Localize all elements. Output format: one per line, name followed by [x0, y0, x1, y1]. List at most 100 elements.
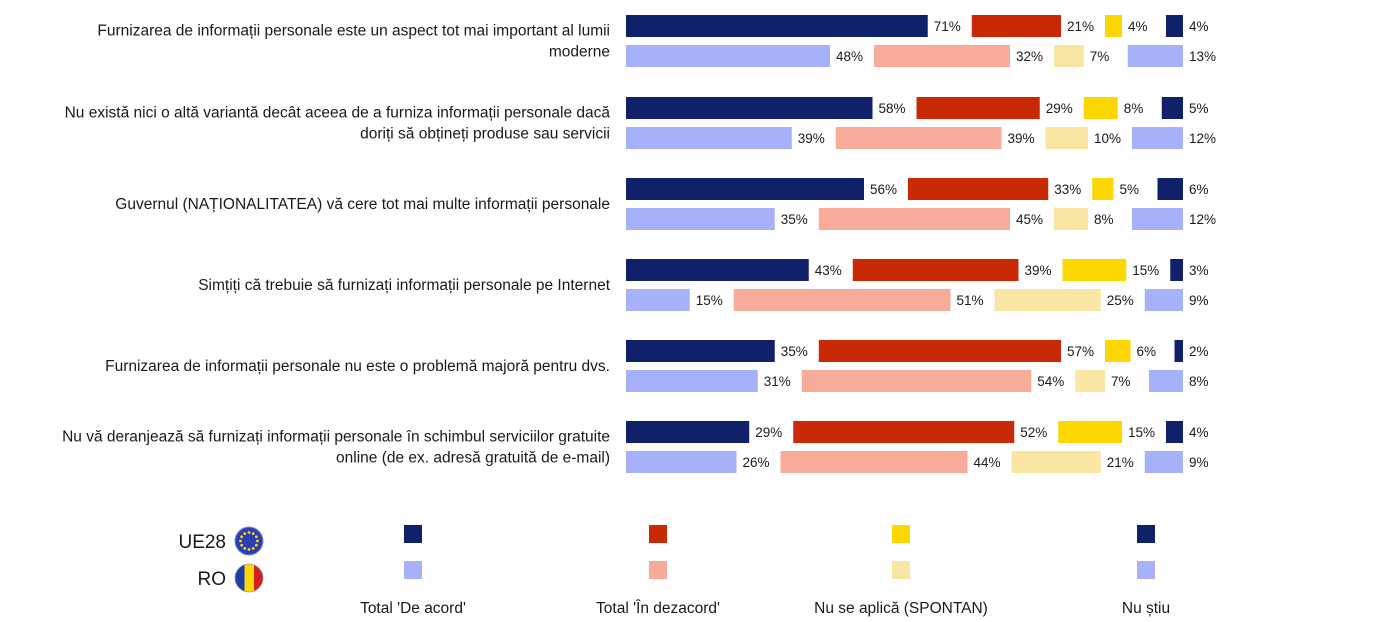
data-label: 29%	[755, 425, 782, 440]
bar-segment	[801, 370, 1032, 392]
bar-segment	[1011, 451, 1101, 473]
bar-segment	[916, 97, 1040, 119]
data-label: 6%	[1189, 182, 1209, 197]
data-label: 26%	[743, 455, 770, 470]
question-label: Simțiți că trebuie să furnizați informaț…	[198, 277, 611, 294]
data-label: 12%	[1189, 212, 1216, 227]
data-label: 54%	[1037, 374, 1064, 389]
data-label: 57%	[1067, 344, 1094, 359]
data-label: 8%	[1124, 101, 1144, 116]
data-label: 8%	[1189, 374, 1209, 389]
bar-segment	[1170, 259, 1183, 281]
bar-segment	[1132, 127, 1183, 149]
data-label: 25%	[1107, 293, 1134, 308]
legend-swatch-ue28	[892, 525, 910, 543]
bar-segment	[626, 259, 809, 281]
data-label: 15%	[696, 293, 723, 308]
data-label: 4%	[1189, 19, 1209, 34]
data-label: 39%	[1025, 263, 1052, 278]
data-label: 32%	[1016, 49, 1043, 64]
bar-segment	[1166, 15, 1183, 37]
bar-segment	[1132, 208, 1183, 230]
data-label: 12%	[1189, 131, 1216, 146]
bar-segment	[1149, 370, 1183, 392]
data-label: 43%	[815, 263, 842, 278]
legend-swatch-ue28	[1137, 525, 1155, 543]
bar-segment	[1144, 451, 1183, 473]
bar-segment	[733, 289, 951, 311]
data-label: 35%	[781, 344, 808, 359]
bar-segment	[1105, 15, 1122, 37]
data-label: 6%	[1137, 344, 1157, 359]
data-label: 7%	[1090, 49, 1110, 64]
bar-segment	[626, 127, 792, 149]
data-label: 33%	[1054, 182, 1081, 197]
bar-segment	[1045, 127, 1088, 149]
bar-segment	[1058, 421, 1122, 443]
data-label: 52%	[1020, 425, 1047, 440]
bar-segment	[1157, 178, 1183, 200]
data-label: 56%	[870, 182, 897, 197]
question-label: online (de ex. adresă gratuită de e-mail…	[336, 450, 610, 467]
bar-segment	[1105, 340, 1131, 362]
data-label: 48%	[836, 49, 863, 64]
series-label-ro: RO	[198, 569, 227, 590]
legend-swatch-ro	[892, 561, 910, 579]
bar-segment	[971, 15, 1061, 37]
bar-segment	[1161, 97, 1183, 119]
data-label: 4%	[1189, 425, 1209, 440]
bar-segment	[626, 178, 864, 200]
data-label: 5%	[1189, 101, 1209, 116]
data-label: 71%	[934, 19, 961, 34]
legend-swatch-ue28	[404, 525, 422, 543]
bar-segment	[908, 178, 1049, 200]
data-label: 51%	[957, 293, 984, 308]
eu-flag-icon	[234, 526, 264, 556]
bar-segment	[1092, 178, 1114, 200]
bar-segment	[626, 97, 873, 119]
bar-segment	[1062, 259, 1127, 281]
data-label: 10%	[1094, 131, 1121, 146]
data-label: 9%	[1189, 455, 1209, 470]
data-label: 31%	[764, 374, 791, 389]
bar-segment	[626, 451, 737, 473]
question-label: Furnizarea de informații personale nu es…	[105, 358, 610, 375]
data-label: 21%	[1107, 455, 1134, 470]
bar-segment	[626, 208, 775, 230]
legend-label: Total 'În dezacord'	[596, 600, 720, 617]
question-label: Nu există nici o altă variantă decât ace…	[65, 105, 611, 122]
bar-segment	[852, 259, 1019, 281]
data-label: 13%	[1189, 49, 1216, 64]
bar-segment	[626, 340, 775, 362]
bar-segment	[1054, 45, 1084, 67]
bar-segment	[835, 127, 1002, 149]
bar-segment	[626, 421, 750, 443]
question-label: Guvernul (NAȚIONALITATEA) vă cere tot ma…	[115, 196, 610, 213]
data-label: 39%	[798, 131, 825, 146]
data-label: 15%	[1128, 425, 1155, 440]
bar-segment	[626, 289, 690, 311]
data-label: 45%	[1016, 212, 1043, 227]
question-label: doriți să obțineți produse sau servicii	[360, 126, 610, 143]
bar-segment	[793, 421, 1015, 443]
legend-label: Nu știu	[1122, 600, 1170, 617]
legend-swatch-ro	[1137, 561, 1155, 579]
bar-segment	[994, 289, 1101, 311]
data-label: 2%	[1189, 344, 1209, 359]
data-label: 29%	[1046, 101, 1073, 116]
bar-segment	[780, 451, 968, 473]
question-label: Furnizarea de informații personale este …	[97, 23, 610, 40]
data-label: 9%	[1189, 293, 1209, 308]
bar-segment	[874, 45, 1010, 67]
romania-flag-icon	[234, 563, 264, 593]
data-label: 5%	[1120, 182, 1140, 197]
bar-segment	[1127, 45, 1183, 67]
bar-segment	[626, 370, 758, 392]
bar-segment	[626, 45, 830, 67]
question-label: moderne	[549, 44, 610, 61]
legend-swatch-ue28	[649, 525, 667, 543]
legend-swatch-ro	[649, 561, 667, 579]
bar-segment	[818, 340, 1061, 362]
question-label: Nu vă deranjează să furnizați informații…	[62, 429, 610, 446]
